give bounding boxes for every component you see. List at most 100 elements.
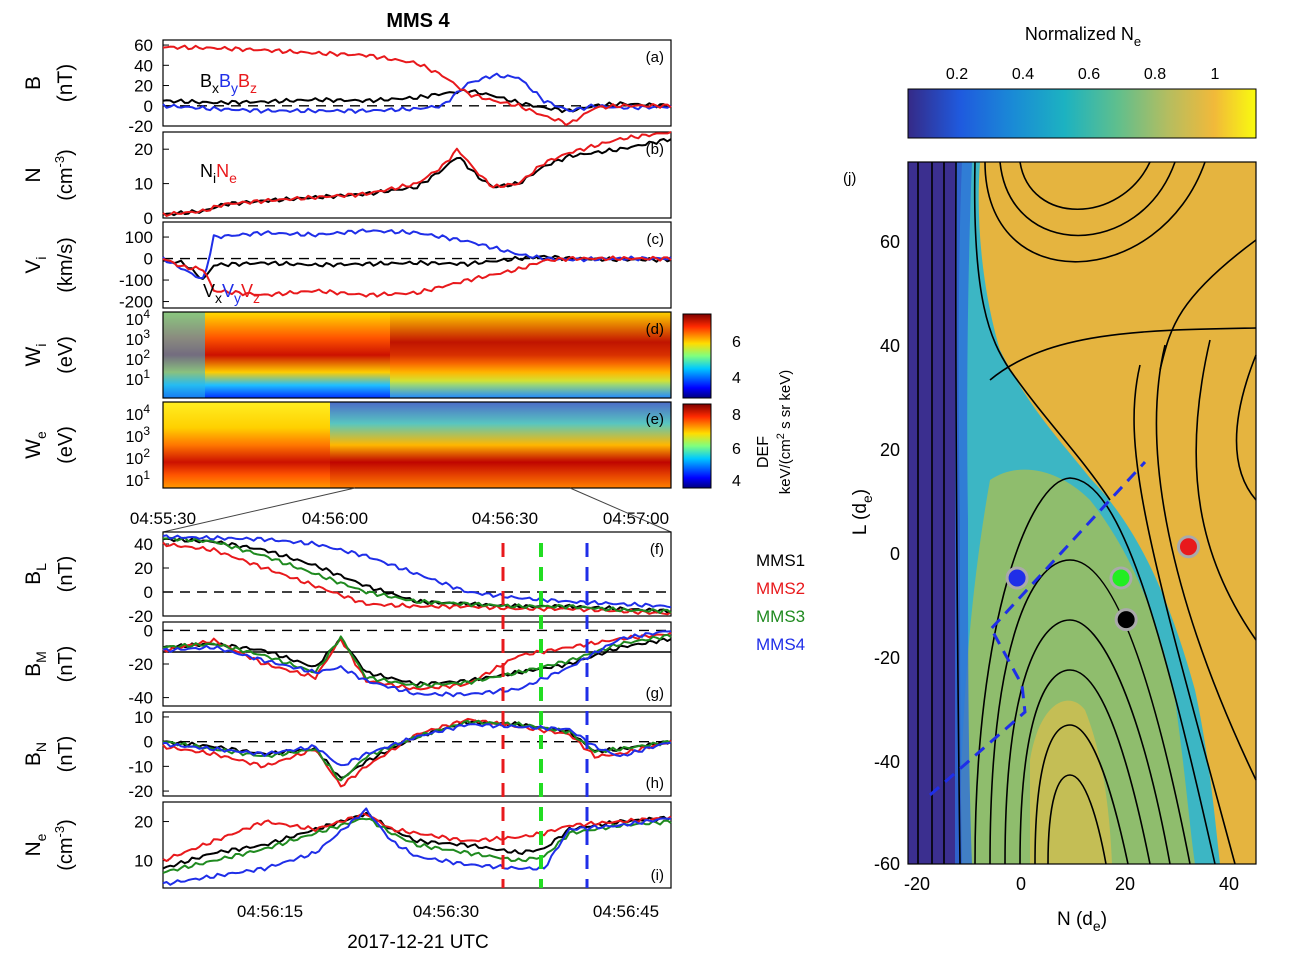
- series-c-vz: [162, 255, 672, 298]
- panel-g: (g) BM (nT) 0 -20 -40: [22, 621, 672, 708]
- field-line-right-1: [1159, 239, 1257, 371]
- panel-f-series: [162, 534, 672, 616]
- panel-d-cbar-tick-6: 6: [732, 334, 741, 351]
- panel-i-xlabel: 2017-12-21 UTC: [347, 932, 489, 953]
- panel-d-ytick-2: 102: [126, 347, 151, 369]
- series-i-mms1: [162, 811, 672, 870]
- panel-h-yunit: (nT): [55, 736, 77, 773]
- panel-j-xlabel: N (de): [1057, 909, 1107, 934]
- panel-b-yticks: 20 10 0: [134, 140, 169, 228]
- panel-b-legend: NiNe: [200, 161, 237, 186]
- panel-g-yunit: (nT): [55, 646, 77, 683]
- field-line-loop-2: [989, 559, 1191, 865]
- panel-a-label: (a): [646, 49, 664, 66]
- panel-e-late-region: [330, 402, 671, 488]
- spacecraft-mms3: [1109, 566, 1133, 590]
- field-line-arch-1: [1019, 161, 1151, 210]
- panel-j-cbar-ticks: 0.2 0.4 0.6 0.8 1: [946, 66, 1220, 83]
- panel-f-ytick: -20: [128, 607, 153, 626]
- xtick-045615: 04:56:15: [237, 902, 303, 921]
- panel-h-ytick: 10: [134, 708, 153, 727]
- panel-c-ytick: -200: [119, 293, 153, 312]
- panel-e-colorbar: [682, 403, 712, 489]
- panel-g-ytick: -20: [128, 655, 153, 674]
- panel-a-ytick: -20: [128, 117, 153, 136]
- legend-mms2: MMS2: [756, 579, 805, 598]
- panel-d-late-region: [390, 312, 671, 398]
- series-g-mms2: [162, 631, 672, 691]
- panel-j-xticks: -20 0 20 40: [904, 874, 1239, 894]
- panel-a-ytick: 0: [144, 97, 153, 116]
- panel-c-ytick: 0: [144, 250, 153, 269]
- panel-e-frame: [162, 401, 672, 489]
- j-xtick-0: 0: [1016, 874, 1026, 894]
- cbar-tick-0-8: 0.8: [1144, 66, 1166, 83]
- panel-b-label: (b): [646, 141, 664, 158]
- field-line-loop-5: [1034, 724, 1129, 865]
- panel-e: (e) We (eV) 104 103 102 101 8 6 4 DEF ke…: [22, 370, 794, 533]
- panel-e-yticks: 104 103 102 101: [126, 402, 151, 490]
- panel-h-ytick: 0: [144, 733, 153, 752]
- panel-f-ytick: 40: [134, 535, 153, 554]
- cbar-tick-1: 1: [1211, 66, 1220, 83]
- field-line-right-4: [1195, 339, 1257, 641]
- panel-d-label: (d): [646, 321, 664, 338]
- j-ytick-m40: -40: [874, 752, 900, 772]
- panel-d-early-region: [163, 312, 205, 398]
- j-xtick-40: 40: [1219, 874, 1239, 894]
- spacecraft-mms4: [1005, 566, 1029, 590]
- panel-h-yticks: 10 0 -10 -20: [128, 708, 671, 801]
- panel-f-yticks: 40 20 0 -20: [128, 535, 671, 626]
- panel-b-series: [162, 131, 672, 217]
- panel-i-ytick: 10: [134, 852, 153, 871]
- series-g-mms4: [162, 630, 672, 698]
- panel-a-ytick: 40: [134, 56, 153, 75]
- series-i-mms3: [162, 817, 672, 874]
- series-f-mms2: [162, 541, 672, 616]
- panel-b-ytick: 20: [134, 140, 153, 159]
- panel-f-ylabel: BL: [22, 563, 49, 585]
- panel-i-xticks: 04:56:15 04:56:30 04:56:45: [237, 902, 659, 921]
- panel-c-yunit: (km/s): [55, 237, 77, 293]
- panel-c-legend: VxVyVz: [203, 281, 260, 306]
- panel-f: (f) BL (nT) 40 20 0 -20: [22, 531, 672, 626]
- panel-f-label: (f): [650, 541, 664, 558]
- field-line-right-2: [1133, 364, 1236, 865]
- panel-i-yunit: (cm-3): [52, 819, 77, 871]
- series-i-mms4: [162, 807, 672, 886]
- j-xtick-m20: -20: [904, 874, 930, 894]
- j-ytick-m60: -60: [874, 854, 900, 874]
- cbar-tick-0-4: 0.4: [1012, 66, 1034, 83]
- panel-h-ytick: -10: [128, 757, 153, 776]
- event-markers: [501, 543, 589, 888]
- xtick-045530: 04:55:30: [130, 509, 196, 528]
- j-ytick-m20: -20: [874, 648, 900, 668]
- field-line-separatrix-a: [973, 161, 1111, 501]
- series-h-mms2: [162, 717, 672, 788]
- panel-j-ylabel: L (de): [850, 489, 875, 535]
- panel-e-yunit: (eV): [55, 426, 77, 464]
- panel-i-label: (i): [651, 867, 664, 884]
- field-line-right-3: [1155, 344, 1257, 781]
- panel-j-colorbar-title: Normalized Ne: [1025, 24, 1141, 49]
- panel-j: Normalized Ne 0.2 0.4 0.6 0.8 1: [843, 24, 1257, 934]
- panel-e-cbar-tick-6: 6: [732, 441, 741, 458]
- panel-d-ytick-3: 103: [126, 327, 151, 349]
- spacecraft-trajectory: [929, 460, 1147, 797]
- j-ytick-40: 40: [880, 336, 900, 356]
- panel-g-ylabel: BM: [22, 651, 49, 677]
- panel-j-left-blue: [955, 162, 972, 864]
- field-line-loop-6: [1047, 774, 1107, 865]
- legend-mms3: MMS3: [756, 607, 805, 626]
- series-b-ni: [162, 138, 672, 217]
- panel-c-ytick: 100: [125, 228, 153, 247]
- panel-f-ytick: 0: [144, 583, 153, 602]
- panel-i-series: [162, 807, 672, 886]
- panel-f-ytick: 20: [134, 559, 153, 578]
- zoom-line-left: [162, 487, 356, 533]
- series-f-mms3: [162, 536, 672, 614]
- cbar-tick-0-6: 0.6: [1078, 66, 1100, 83]
